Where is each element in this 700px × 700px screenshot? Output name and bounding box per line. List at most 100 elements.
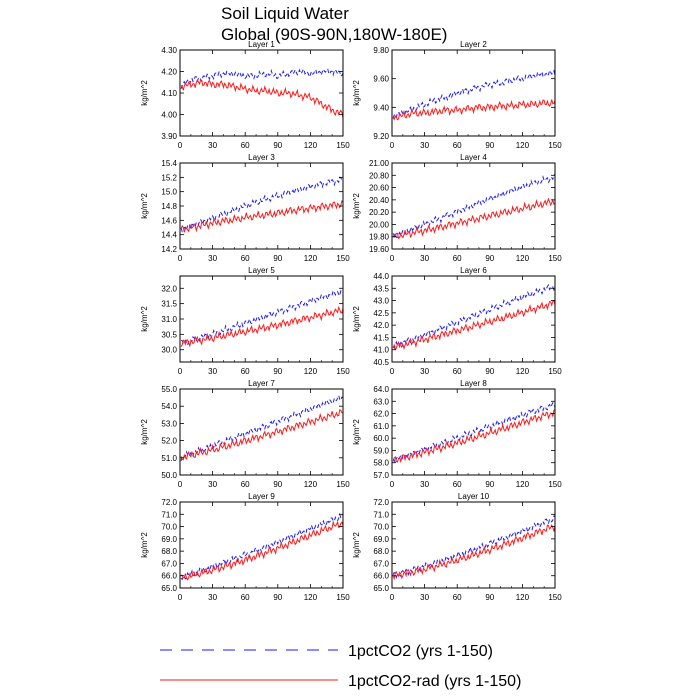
figure-title-line1: Soil Liquid Water [221,4,349,23]
x-tick-label: 150 [336,141,350,150]
x-tick-label: 60 [453,141,462,150]
plot-frame [391,388,556,476]
y-axis-label: kg/m^2 [352,306,361,332]
y-tick-label: 51.0 [161,454,177,463]
x-tick-label: 0 [178,480,183,489]
y-axis-label: kg/m^2 [352,532,361,558]
y-tick-label: 42.0 [373,321,389,330]
plot-frame [179,501,344,589]
panel-title: Layer 4 [460,153,487,162]
y-tick-label: 42.5 [373,309,389,318]
y-axis-label: kg/m^2 [352,419,361,445]
x-tick-label: 90 [485,254,494,263]
series-line-1pctco2-rad [392,197,556,239]
y-tick-label: 20.20 [369,208,390,217]
x-tick-label: 150 [336,367,350,376]
x-tick-label: 120 [304,367,318,376]
y-tick-label: 32.0 [161,284,177,293]
y-tick-label: 4.00 [161,111,177,120]
panel-layer-5: Layer 5 kg/m^2 0 30 60 90 120 150 30.0 30.5 31.0 31… [140,266,350,376]
plot-frame [179,275,344,363]
y-axis-label: kg/m^2 [140,306,149,332]
y-tick-label: 50.0 [161,471,177,480]
y-axis-label: kg/m^2 [140,419,149,445]
x-tick-label: 150 [336,480,350,489]
y-tick-label: 15.0 [161,188,177,197]
y-tick-label: 19.80 [369,233,390,242]
y-tick-label: 68.0 [373,547,389,556]
panel-title: Layer 6 [460,266,487,275]
y-tick-label: 15.4 [161,159,177,168]
legend-label-1pctco2: 1pctCO2 (yrs 1-150) [348,643,493,660]
y-tick-label: 4.20 [161,68,177,77]
x-tick-label: 0 [178,367,183,376]
x-tick-label: 150 [548,480,562,489]
y-tick-label: 69.0 [161,535,177,544]
panel-layer-2: Layer 2 kg/m^2 0 30 60 90 120 150 9.20 9.40 9.60 9.… [352,40,562,150]
x-tick-label: 120 [304,593,318,602]
panel-title: Layer 5 [248,266,275,275]
y-tick-label: 61.0 [373,422,389,431]
y-tick-label: 9.60 [373,75,389,84]
y-tick-label: 3.90 [161,132,177,141]
y-tick-label: 55.0 [161,385,177,394]
y-tick-label: 14.4 [161,231,177,240]
x-tick-label: 150 [548,593,562,602]
x-tick-label: 60 [241,254,250,263]
y-tick-label: 60.0 [373,434,389,443]
y-axis-label: kg/m^2 [140,193,149,219]
x-tick-label: 60 [241,480,250,489]
legend: 1pctCO2 (yrs 1-150) 1pctCO2-rad (yrs 1-1… [160,643,521,690]
y-tick-label: 14.6 [161,216,177,225]
x-tick-label: 0 [390,254,395,263]
x-tick-label: 120 [516,141,530,150]
y-tick-label: 57.0 [373,471,389,480]
y-tick-label: 4.10 [161,89,177,98]
series-line-1pctco2 [392,69,556,119]
series-line-1pctco2-rad [180,305,344,348]
y-tick-label: 20.00 [369,220,390,229]
x-tick-label: 0 [178,141,183,150]
x-tick-label: 120 [304,254,318,263]
y-tick-label: 54.0 [161,402,177,411]
x-tick-label: 30 [208,141,217,150]
series-line-1pctco2-rad [392,99,556,121]
x-tick-label: 0 [390,480,395,489]
y-tick-label: 59.0 [373,446,389,455]
panel-layer-10: Layer 10 kg/m^2 0 30 60 90 120 150 65.0 66.0 67.0 6… [352,492,562,602]
series-line-1pctco2-rad [180,409,344,461]
y-tick-label: 53.0 [161,419,177,428]
y-tick-label: 41.5 [373,333,389,342]
plot-frame [179,388,344,476]
series-line-1pctco2 [392,401,556,465]
y-axis-label: kg/m^2 [140,80,149,106]
x-tick-label: 30 [420,367,429,376]
x-tick-label: 0 [178,254,183,263]
x-tick-label: 30 [208,593,217,602]
x-tick-label: 90 [485,367,494,376]
panel-layer-4: Layer 4 kg/m^2 0 30 60 90 120 150 19.60 19.80 20.0… [352,153,562,263]
y-tick-label: 30.0 [161,346,177,355]
y-tick-label: 65.0 [161,584,177,593]
series-line-1pctco2-rad [180,79,344,119]
legend-label-1pctco2-rad: 1pctCO2-rad (yrs 1-150) [348,673,521,690]
y-tick-label: 71.0 [161,510,177,519]
plot-frame [179,49,344,137]
x-tick-label: 150 [336,254,350,263]
plot-frame [391,49,556,137]
series-line-1pctco2 [181,289,344,347]
y-tick-label: 64.0 [373,385,389,394]
series-line-1pctco2-rad [392,523,556,581]
x-tick-label: 30 [420,593,429,602]
y-tick-label: 30.5 [161,330,177,339]
series-line-1pctco2 [392,173,556,238]
panel-layer-6: Layer 6 kg/m^2 0 30 60 90 120 150 40.5 41.0 41.5 42… [352,266,562,376]
x-tick-label: 60 [453,367,462,376]
y-tick-label: 68.0 [161,547,177,556]
y-tick-label: 65.0 [373,584,389,593]
series-line-1pctco2-rad [392,408,556,464]
panel-layer-3: Layer 3 kg/m^2 0 30 60 90 120 150 14.2 14.4 14.6 14… [140,153,350,263]
panel-title: Layer 2 [460,40,487,49]
panel-title: Layer 1 [248,40,275,49]
